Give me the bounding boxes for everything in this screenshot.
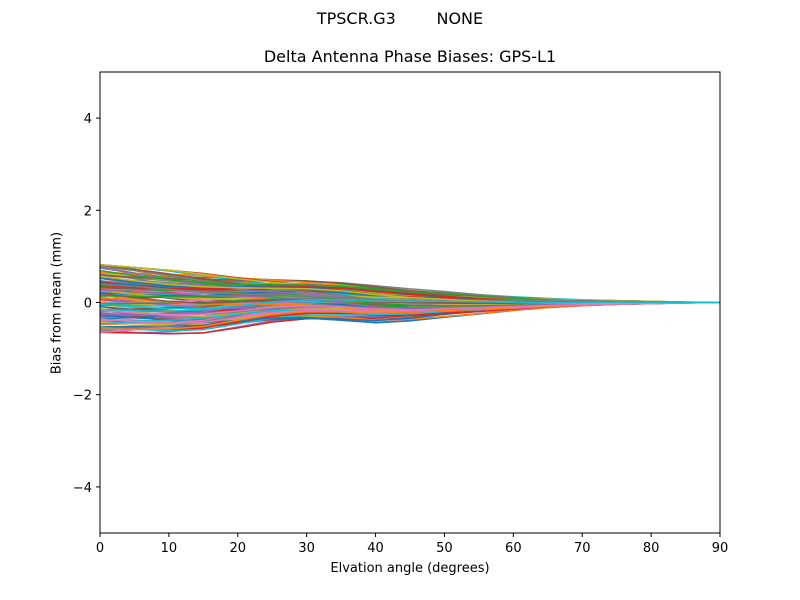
y-axis-label: Bias from mean (mm) [49, 231, 65, 375]
x-tick-label: 40 [367, 541, 384, 556]
x-tick-label: 50 [436, 541, 453, 556]
y-tick-label: 2 [84, 204, 92, 219]
y-tick-label: 0 [84, 297, 92, 312]
x-tick-label: 60 [505, 541, 522, 556]
x-tick-label: 90 [712, 541, 729, 556]
y-tick-label: −4 [73, 481, 92, 496]
x-tick-label: 20 [230, 541, 247, 556]
chart-title: Delta Antenna Phase Biases: GPS-L1 [263, 47, 557, 66]
figure-suptitle: TPSCR.G3 NONE [316, 9, 484, 28]
y-tick-label: 4 [84, 112, 92, 127]
series-line [99, 301, 721, 324]
series-line [99, 298, 720, 313]
x-axis-label: Elvation angle (degrees) [330, 561, 490, 576]
x-tick-label: 10 [161, 541, 178, 556]
x-tick-label: 70 [574, 541, 591, 556]
x-tick-label: 80 [643, 541, 660, 556]
x-tick-label: 30 [298, 541, 315, 556]
x-axis-ticks: 0 10 20 30 40 50 60 70 80 90 [96, 533, 728, 556]
y-tick-label: −2 [73, 389, 92, 404]
x-tick-label: 0 [96, 541, 104, 556]
y-axis-ticks: −4 −2 0 2 4 [73, 112, 100, 496]
plot-lines [99, 263, 721, 335]
